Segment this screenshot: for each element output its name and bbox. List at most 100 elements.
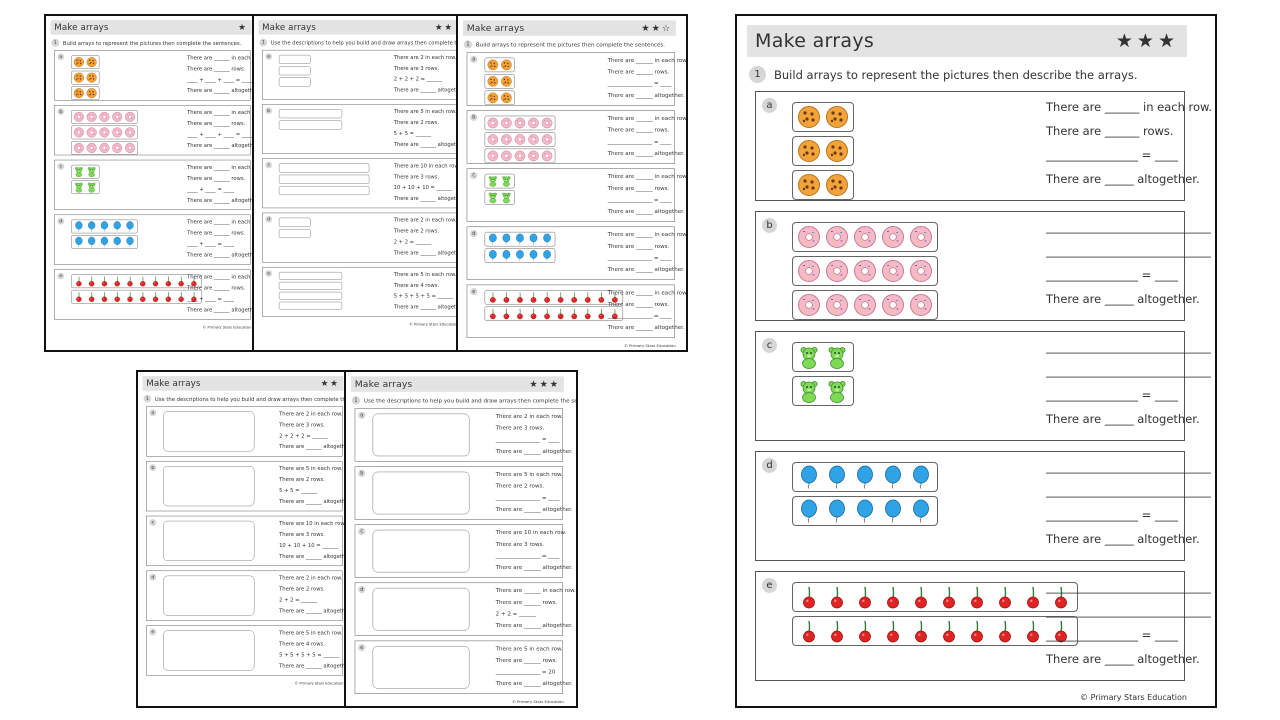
drawing-box [163, 466, 255, 507]
cherry-icon [915, 620, 927, 643]
donut-icon [514, 134, 526, 145]
question-box: e There are ______ in each row. There are … [54, 269, 256, 320]
page-title: Make arrays [755, 30, 875, 52]
instruction: 1 Use the descriptions to help you build … [143, 394, 348, 403]
difficulty-stars: ★★☆ [641, 22, 672, 34]
question-letter: d [470, 229, 478, 238]
sentence-lines: There are ______ in each row. There are _… [607, 172, 688, 219]
array-row [484, 90, 515, 106]
question-letter: c [470, 171, 478, 180]
teddy-bear-icon [502, 192, 511, 204]
drawing-box [372, 645, 470, 689]
sentence-line: There are 3 rows. [495, 540, 545, 548]
sentence-line: ________________ = ____ [1046, 268, 1178, 282]
cherry-icon [544, 292, 550, 303]
donut-icon [798, 260, 820, 282]
donut-icon [910, 260, 932, 282]
instruction: 1 Use the descriptions to help you build … [259, 38, 462, 47]
sentence-line: There are ______ in each row. [607, 230, 688, 238]
worksheet-thumbnail-5: Make arrays ★★★ 1 Use the descriptions to h… [344, 370, 578, 708]
sentence-line: ____ + ____ + ____ = ____ [187, 76, 253, 83]
sentence-line: 5 + 5 + 5 + 5 = ______ [393, 292, 454, 300]
question-letter: c [149, 519, 157, 526]
question-letter: a [149, 409, 157, 417]
cherry-icon [598, 308, 605, 320]
donut-icon [73, 142, 84, 153]
array-row-wrap [71, 125, 176, 142]
question-box: e There are 5 in each row. There are _____… [354, 640, 573, 694]
question-box: b ______________________________. ________… [755, 211, 1211, 321]
balloon-icon [801, 499, 817, 523]
teddy-bear-icon [828, 381, 846, 403]
question-number: 1 [351, 396, 361, 405]
sentence-line: There are ______ in each row. [187, 109, 258, 116]
array-row [792, 616, 1078, 646]
sentence-line: 2 + 2 = ______ [279, 596, 317, 603]
sentence-line: There are ______ in each row. [607, 172, 688, 180]
array-row-wrap [484, 115, 596, 132]
blank-array-row [278, 54, 311, 64]
cherry-icon [489, 308, 496, 320]
array-row-wrap [792, 342, 1022, 376]
question-letter: c [762, 338, 777, 353]
question-box: c There are 10 in each row. There are 3 ro… [146, 515, 348, 567]
sentence-line: ______________________________. [1046, 244, 1211, 258]
sentence-lines: There are ______ in each row. There are _… [496, 587, 576, 633]
donut-icon [882, 226, 904, 248]
instruction: 1 Use the descriptions to help you build … [351, 396, 576, 405]
donut-icon [528, 134, 539, 145]
cherry-icon [999, 620, 1011, 643]
array-row-wrap [792, 462, 1022, 496]
cherry-icon [76, 276, 82, 287]
question-box: a There are 2 in each row. There are 3 row… [354, 408, 573, 462]
page-title: Make arrays [466, 22, 525, 34]
teddy-bear-icon [488, 192, 497, 204]
array-row [484, 132, 556, 147]
sentence-line: 2 + 2 + 2 = ______ [393, 75, 443, 83]
balloon-icon [829, 499, 845, 523]
array-row-wrap [71, 289, 202, 306]
question-box: b There are 5 in each row. There are 2 row… [354, 466, 573, 520]
array-row [71, 70, 100, 85]
sentence-line: There are ______ altogether. [187, 306, 258, 313]
array-row [71, 180, 100, 195]
sentence-lines: There are 5 in each row. There are 2 rows… [393, 108, 462, 151]
cherry-icon [114, 276, 120, 287]
question-letter: e [265, 270, 273, 277]
sentence-line: There are ______ in each row. [187, 54, 258, 61]
sentence-line: There are ______ altogether. [495, 679, 573, 687]
picture-array [792, 342, 1022, 410]
sentence-line: 2 + 2 = ______ [495, 610, 536, 617]
balloon-icon [885, 465, 901, 489]
question-box: c There are 10 in each row. There are 3 ro… [354, 524, 573, 578]
question-letter: d [762, 458, 777, 473]
donut-icon [826, 294, 848, 316]
teddy-bear-icon [87, 167, 96, 178]
question-letter: e [470, 288, 478, 296]
cherry-icon [943, 586, 955, 609]
drawing-box [163, 520, 255, 561]
sentence-line: There are ______ altogether. [279, 552, 350, 560]
blank-array-row [278, 271, 343, 280]
sentence-lines: There are ______ in each row. There are _… [187, 109, 258, 153]
array-row [71, 55, 100, 69]
array-row [792, 102, 854, 132]
sentence-line: ______________________________. [1046, 340, 1211, 354]
picture-array [484, 289, 624, 323]
array-row-wrap [792, 256, 1022, 290]
donut-icon [86, 111, 97, 122]
drawing-box [372, 529, 470, 573]
question-box: c ______________________________. ________… [755, 331, 1211, 441]
sentence-line: There are _____ altogether. [1046, 652, 1200, 666]
instruction: 1 Build arrays to represent the pictures … [749, 66, 1187, 83]
cookie-icon [798, 174, 820, 196]
sentence-line: There are 2 rows. [393, 119, 440, 126]
question-box: c There are 10 in each row. There are 3 ro… [262, 158, 462, 209]
sentence-line: ________________ = ____ [607, 137, 672, 145]
array-row-wrap [71, 86, 176, 102]
donut-icon [826, 226, 848, 248]
worksheet-page: Make arrays ★★ 1 Use the descriptions to he… [254, 16, 462, 328]
cherry-icon [140, 276, 146, 287]
sentence-line: There are ______ rows. [607, 184, 670, 192]
array-row-wrap [484, 248, 596, 264]
